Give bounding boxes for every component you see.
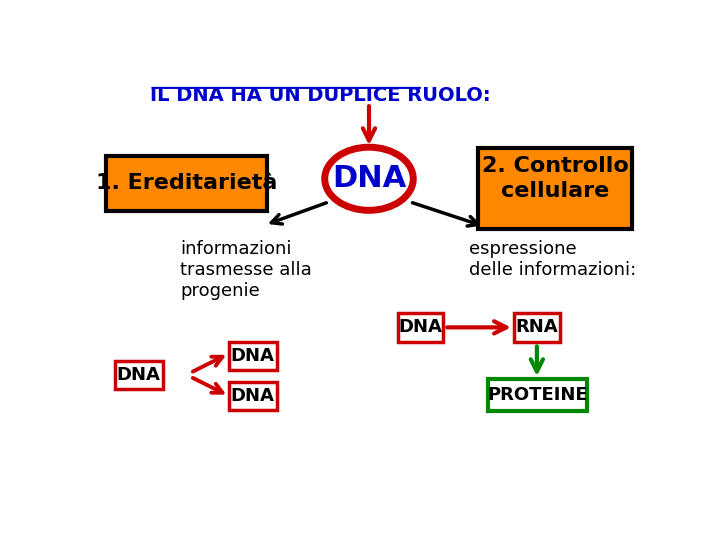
- Text: 1. Ereditarietà: 1. Ereditarietà: [96, 173, 277, 193]
- Text: DNA: DNA: [332, 164, 406, 193]
- Text: DNA: DNA: [399, 319, 443, 336]
- FancyBboxPatch shape: [229, 342, 276, 370]
- FancyBboxPatch shape: [229, 382, 276, 410]
- FancyBboxPatch shape: [106, 156, 267, 211]
- FancyBboxPatch shape: [488, 379, 587, 411]
- Text: DNA: DNA: [231, 387, 274, 405]
- Text: 2. Controllo
cellulare: 2. Controllo cellulare: [482, 157, 629, 201]
- FancyBboxPatch shape: [398, 313, 443, 342]
- Text: DNA: DNA: [117, 366, 161, 384]
- FancyBboxPatch shape: [514, 313, 560, 342]
- Text: espressione
delle informazioni:: espressione delle informazioni:: [469, 240, 636, 279]
- Text: IL DNA HA UN DUPLICE RUOLO:: IL DNA HA UN DUPLICE RUOLO:: [150, 86, 490, 105]
- FancyBboxPatch shape: [478, 148, 632, 229]
- Text: informazioni
trasmesse alla
progenie: informazioni trasmesse alla progenie: [180, 240, 312, 300]
- FancyBboxPatch shape: [115, 361, 163, 389]
- Text: PROTEINE: PROTEINE: [487, 386, 588, 404]
- Text: DNA: DNA: [231, 347, 274, 365]
- Text: RNA: RNA: [516, 319, 558, 336]
